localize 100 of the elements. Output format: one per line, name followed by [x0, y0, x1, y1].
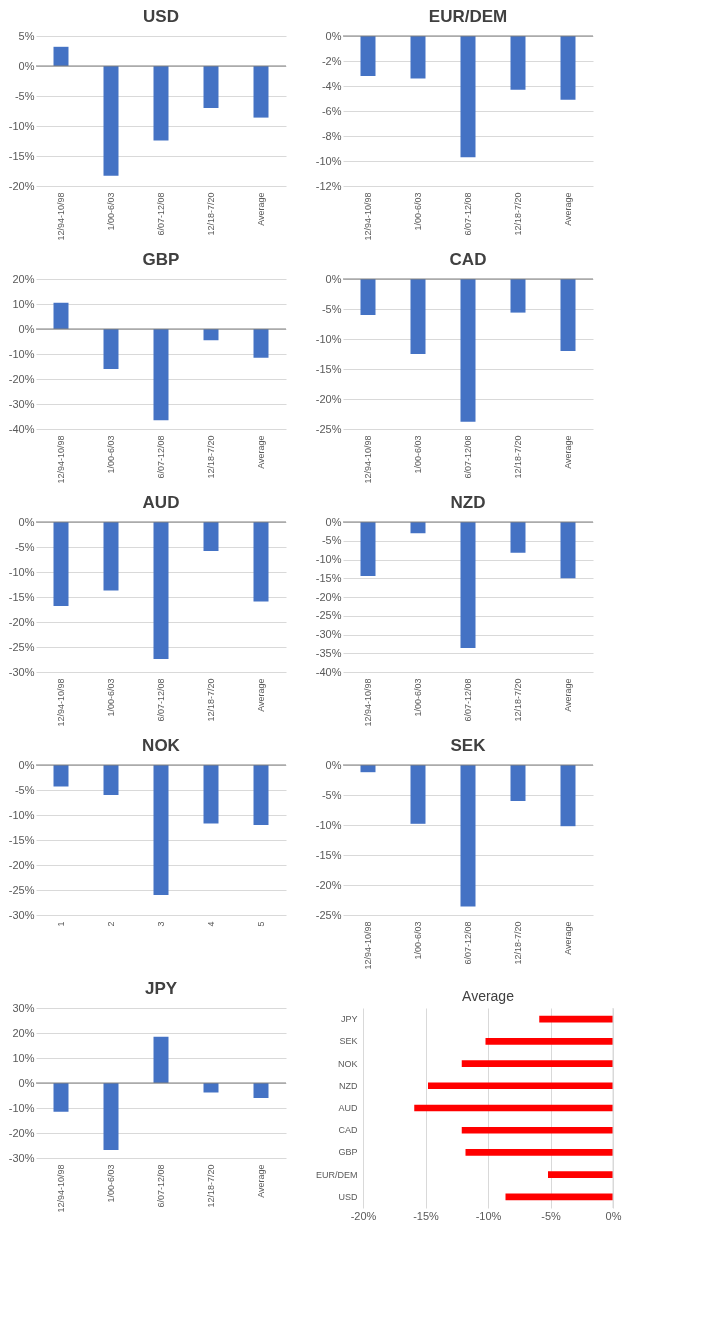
y-tick-label: -15%: [8, 149, 35, 162]
y-tick-label: -30%: [8, 1151, 35, 1164]
chart-title: EUR/DEM: [428, 7, 508, 26]
y-tick-label: USD: [338, 1191, 358, 1202]
y-tick-label: -20%: [8, 858, 35, 871]
x-tick-label: 2: [106, 921, 116, 927]
y-tick-label: 0%: [325, 758, 342, 771]
x-tick-label: 6/07-12/08: [463, 678, 473, 722]
chart-title: NOK: [142, 736, 181, 755]
x-tick-label: 4: [206, 921, 216, 927]
y-tick-label: -20%: [8, 1126, 35, 1139]
y-tick-label: -40%: [315, 665, 342, 678]
x-tick-label: 1/00-6/03: [413, 192, 423, 231]
y-tick-label: -40%: [8, 422, 35, 435]
x-tick-label: 12/18-7/20: [206, 678, 216, 722]
chart-title: NZD: [450, 493, 486, 512]
chart-title: JPY: [144, 979, 178, 998]
chart-title: USD: [143, 7, 179, 26]
y-tick-label: 0%: [18, 322, 35, 335]
y-tick-label: -25%: [8, 883, 35, 896]
x-tick-label: 12/18-7/20: [513, 192, 523, 236]
x-tick-label: 12/94-10/98: [56, 1164, 66, 1213]
x-tick-label: 12/94-10/98: [56, 678, 66, 727]
y-tick-label: -15%: [315, 571, 342, 584]
y-tick-label: -15%: [315, 362, 342, 375]
x-tick-label: -5%: [541, 1209, 561, 1222]
y-tick-label: 0%: [325, 515, 342, 528]
y-tick-label: -15%: [315, 848, 342, 861]
x-tick-label: 1/00-6/03: [106, 678, 116, 717]
x-tick-label: 1/00-6/03: [413, 678, 423, 717]
x-tick-label: Average: [256, 678, 266, 712]
y-tick-label: -10%: [315, 818, 342, 831]
x-tick-label: Average: [563, 678, 573, 712]
y-tick-label: 0%: [325, 29, 342, 42]
y-tick-label: 5%: [18, 29, 35, 42]
y-tick-label: EUR/DEM: [315, 1169, 358, 1180]
x-tick-label: 6/07-12/08: [463, 435, 473, 479]
x-tick-label: 6/07-12/08: [156, 678, 166, 722]
y-tick-label: -10%: [315, 154, 342, 167]
x-tick-label: 5: [256, 921, 266, 927]
y-tick-label: -5%: [321, 534, 342, 547]
x-tick-label: Average: [256, 435, 266, 469]
y-tick-label: -30%: [315, 628, 342, 640]
x-tick-label: 6/07-12/08: [156, 435, 166, 479]
y-tick-label: 10%: [12, 297, 35, 310]
x-tick-label: 12/94-10/98: [56, 192, 66, 241]
x-tick-label: 12/18-7/20: [513, 678, 523, 722]
chart-title: AUD: [142, 493, 180, 512]
x-tick-label: 12/94-10/98: [56, 435, 66, 484]
x-tick-label: 6/07-12/08: [156, 1164, 166, 1208]
x-tick-label: 12/94-10/98: [363, 435, 373, 484]
x-tick-label: 0%: [605, 1209, 622, 1222]
y-tick-label: -20%: [8, 179, 35, 192]
y-tick-label: -10%: [8, 1101, 35, 1114]
x-tick-label: -20%: [350, 1209, 377, 1222]
x-tick-label: 12/18-7/20: [206, 1164, 216, 1208]
x-tick-label: 12/18-7/20: [206, 192, 216, 236]
y-tick-label: JPY: [340, 1014, 358, 1025]
x-tick-label: 6/07-12/08: [463, 921, 473, 965]
y-tick-label: NOK: [337, 1058, 358, 1069]
chart-title: SEK: [450, 736, 487, 755]
x-tick-label: Average: [256, 192, 266, 226]
x-tick-label: 6/07-12/08: [156, 192, 166, 236]
x-tick-label: 3: [156, 921, 166, 927]
y-tick-label: NZD: [339, 1080, 358, 1091]
y-tick-label: -10%: [8, 347, 35, 360]
y-tick-label: -5%: [321, 302, 342, 315]
chart-title: CAD: [449, 250, 487, 269]
y-tick-label: -35%: [315, 646, 342, 659]
y-tick-label: -2%: [321, 54, 342, 67]
x-tick-label: 1/00-6/03: [413, 921, 423, 960]
y-tick-label: 0%: [18, 515, 35, 528]
y-tick-label: -5%: [321, 788, 342, 801]
x-tick-label: Average: [563, 435, 573, 469]
y-tick-label: -15%: [8, 590, 35, 603]
chart-title: GBP: [142, 250, 180, 269]
y-tick-label: -30%: [8, 908, 35, 921]
y-tick-label: 30%: [12, 1001, 35, 1014]
y-tick-label: -5%: [14, 540, 35, 553]
y-tick-label: CAD: [338, 1125, 358, 1136]
x-tick-label: 1/00-6/03: [413, 435, 423, 474]
y-tick-label: 20%: [12, 1026, 35, 1039]
x-tick-label: 12/94-10/98: [363, 192, 373, 241]
y-tick-label: -10%: [315, 332, 342, 345]
y-tick-label: -15%: [8, 833, 35, 846]
x-tick-label: 6/07-12/08: [463, 192, 473, 236]
x-tick-label: Average: [563, 192, 573, 226]
y-tick-label: -20%: [315, 590, 342, 603]
y-tick-label: -6%: [321, 104, 342, 117]
y-tick-label: -4%: [321, 79, 342, 92]
y-tick-label: -10%: [8, 565, 35, 578]
y-tick-label: -20%: [8, 615, 35, 628]
x-tick-label: 12/94-10/98: [363, 921, 373, 970]
y-tick-label: -30%: [8, 397, 35, 410]
y-tick-label: -10%: [8, 119, 35, 132]
y-tick-label: -25%: [8, 640, 35, 653]
y-tick-label: 20%: [12, 272, 35, 285]
y-tick-label: AUD: [338, 1103, 358, 1113]
y-tick-label: -5%: [14, 89, 35, 102]
chart-title: Average: [462, 987, 515, 1004]
